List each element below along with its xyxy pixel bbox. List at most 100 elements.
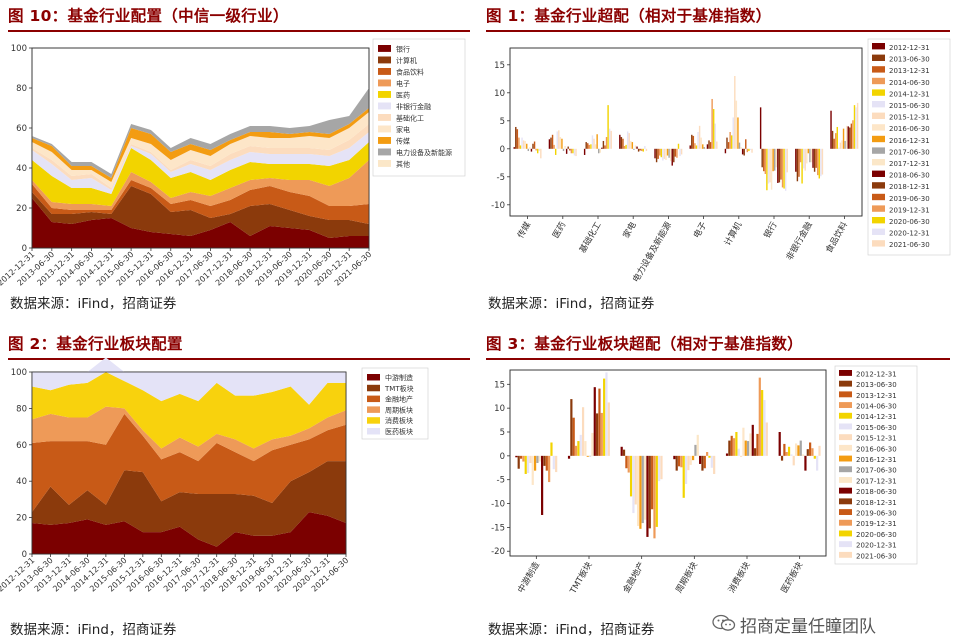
fig1-title: 图 1：基金行业超配（相对于基准指数） [486,7,772,25]
bar [627,455,630,473]
legend-label-3: 2013-12-31 [856,392,897,400]
bar [812,148,814,168]
legend-swatch-16 [839,530,852,537]
y-tick-label: 60 [16,441,27,451]
bar [821,148,824,175]
legend-label-10: 电力设备及新能源 [396,148,452,157]
bar [794,443,798,456]
plot-area [509,369,827,557]
bar [527,148,530,152]
bar [759,107,762,149]
legend-swatch-8 [839,444,852,451]
bar [519,455,523,459]
bar [584,441,587,456]
fig10-stacked-area-chart: 0204060801002012-12-312013-06-302013-12-… [0,38,466,288]
legend-label-9: 2016-12-31 [889,137,930,145]
bar [655,148,658,163]
bar [682,455,685,498]
bar [850,123,853,149]
bar [536,455,539,463]
legend-swatch-7 [839,434,852,441]
fig1-title-rule [486,30,950,32]
bar [593,387,596,456]
fig3-source: 数据来源：iFind，招商证券 [488,622,655,638]
bar [639,148,641,151]
bar [749,148,752,150]
bar [676,148,678,158]
bar [620,137,623,149]
bar [625,144,627,149]
legend-swatch-1 [872,43,885,50]
bar [801,148,803,184]
bar [785,452,788,456]
fig2-title: 图 2：基金行业板块配置 [8,335,183,353]
bar [699,455,702,464]
bar [642,148,645,152]
bar [634,145,637,149]
bar [579,434,582,456]
legend-label-3: 食品饮料 [396,67,424,76]
bar [745,139,747,149]
bar [804,455,807,471]
legend-label-18: 2021-06-30 [889,241,930,249]
bar [713,455,716,474]
legend-swatch-12 [839,487,852,494]
bar [665,148,667,160]
bar [531,455,534,485]
bar [744,440,747,456]
bar [521,137,523,149]
bar [775,148,777,168]
legend-swatch-5 [367,417,380,424]
legend-label-5: 2014-12-31 [889,90,930,98]
fig10-title-rule [8,30,470,32]
y-tick-label: 100 [11,44,27,54]
bar [660,455,663,480]
bar [540,148,542,159]
fig1-source: 数据来源：iFind，招商证券 [488,296,655,312]
bar [696,434,699,456]
wechat-icon [712,614,736,631]
bar [799,148,802,163]
legend-label-12: 2018-06-30 [856,488,897,496]
bar [780,455,784,461]
legend-swatch-8 [378,125,391,133]
bar [558,130,560,149]
bar [727,142,730,149]
bar [601,147,603,149]
bar [659,148,661,156]
bar [708,140,710,149]
bar [772,148,774,172]
bar [799,440,802,456]
bar [735,100,738,149]
bar [842,128,845,149]
bar [552,455,555,470]
plot-frame [31,371,347,555]
legend-swatch-9 [839,455,852,462]
bar [645,148,648,152]
bar [641,148,643,152]
bar [550,137,552,149]
x-tick-label: 金融地产 [621,560,648,595]
legend-swatch-8 [872,124,885,131]
bar [529,455,532,463]
legend-label-2: 2013-06-30 [889,56,930,64]
legend-swatch-17 [872,228,885,235]
bar [575,148,577,157]
legend-swatch-11 [872,159,885,166]
bar [516,129,519,149]
legend-label-4: 2014-06-30 [856,403,897,411]
bar [551,134,554,149]
area-series-6 [32,132,369,194]
bar [798,148,800,177]
x-tick-label: 周期板块 [673,560,700,595]
bar [795,148,797,172]
legend-label-5: 消费板块 [385,416,413,425]
legend-label-8: 家电 [396,125,410,134]
legend-label-6: 医药板块 [385,427,413,436]
bar [703,455,706,469]
bar [796,148,799,182]
legend-swatch-15 [872,205,885,212]
x-tick-label: 银行 [762,220,780,241]
bar [598,388,601,456]
bar [777,148,779,183]
